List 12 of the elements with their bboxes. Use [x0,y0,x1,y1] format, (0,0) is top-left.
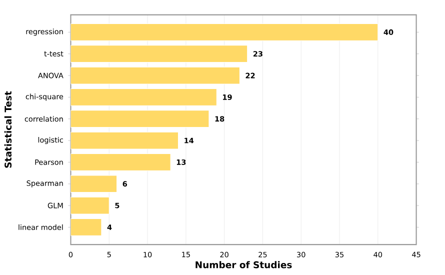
y-axis-title: Statistical Test [4,91,12,168]
bar [70,66,240,84]
bar [70,88,217,106]
bar [70,45,248,62]
bar [70,218,102,236]
bar [70,196,110,214]
bar [70,175,118,192]
bar [70,110,210,128]
bar [70,153,171,171]
x-axis-title: Number of Studies [196,261,292,268]
bar [70,23,378,41]
bar [70,132,179,150]
